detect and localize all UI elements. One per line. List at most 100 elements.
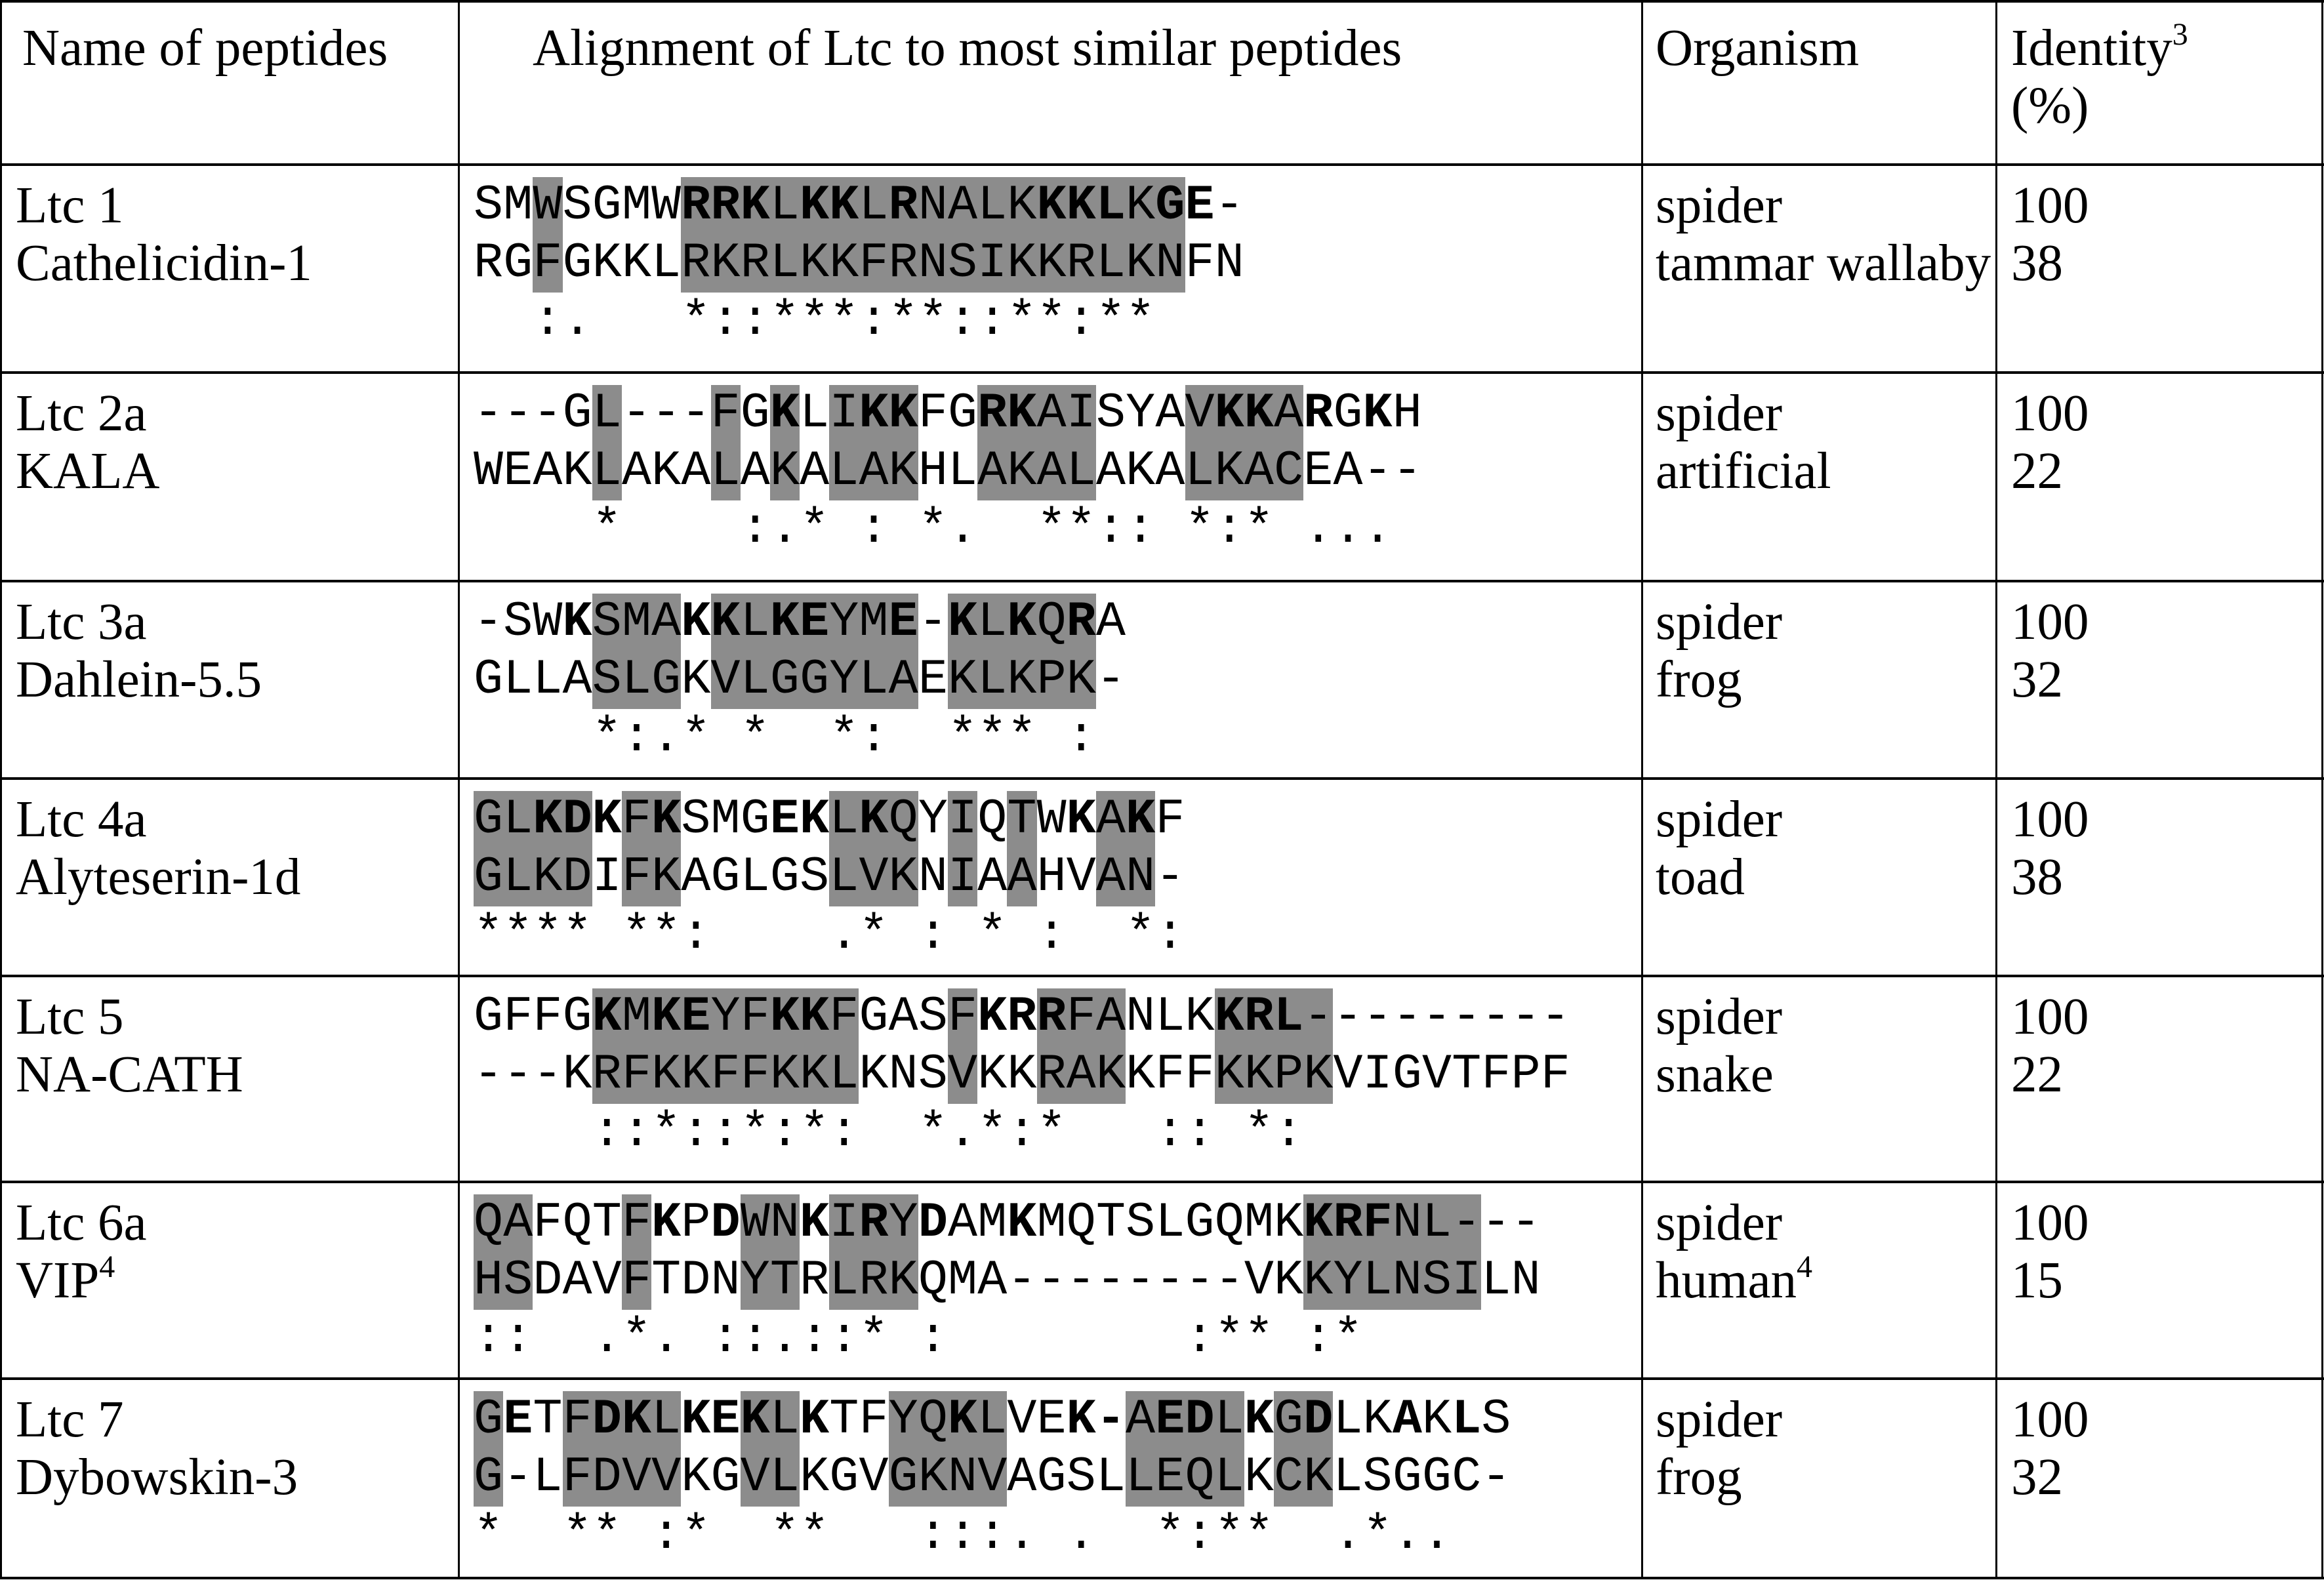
residue: * [681, 1507, 711, 1563]
organisms: spider human4 [1656, 1194, 1812, 1310]
residue: L [1095, 235, 1126, 293]
ltc-sequence: SMWSGMWRRKLKKLRNALKKKLKGE- [474, 177, 1244, 235]
residue: F [562, 1449, 592, 1507]
residue: : [1185, 1507, 1215, 1563]
similar-peptide-name: Cathelicidin-1 [16, 235, 312, 292]
residue: * [859, 907, 889, 963]
residue: - [918, 594, 948, 650]
residue: : [533, 293, 563, 349]
residue: K [918, 1449, 948, 1507]
residue: W [651, 178, 682, 233]
similar-sequence: ---KRFKKFFKKLKNSVKKRAKKFFKKPKVIGVTFPF [474, 1046, 1570, 1104]
residue: A [800, 443, 830, 499]
residue [977, 500, 1007, 558]
residue: K [621, 235, 651, 291]
residue: V [859, 1450, 889, 1505]
similar-peptide-name: KALA [16, 443, 160, 500]
residue: F [1155, 792, 1185, 847]
residue: K [1126, 443, 1156, 499]
residue: K [621, 1391, 652, 1449]
residue: L [1126, 1449, 1156, 1507]
residue: : [918, 1507, 948, 1563]
similar-identity: 32 [2011, 1449, 2063, 1506]
residue: L [829, 849, 859, 906]
residue: L [977, 651, 1008, 709]
residue: W [533, 177, 563, 235]
residue: E [681, 988, 711, 1046]
sequence-alignment: GFFGKMKEYFKKFGASFKRRFANLKKRL--------- ---… [474, 988, 1570, 1162]
residue: K [1303, 1252, 1334, 1310]
residue: K [1214, 385, 1244, 443]
header-organism: Organism [1656, 20, 1860, 77]
residue: R [681, 177, 711, 235]
ltc-identity: 100 [2011, 1391, 2089, 1448]
residue: - [503, 386, 533, 441]
residue: L [740, 594, 770, 651]
residue: K [948, 1391, 978, 1449]
residue: Q [918, 1391, 948, 1449]
residue: * [1244, 1507, 1274, 1563]
residue: N [1392, 1252, 1422, 1310]
residue: I [829, 385, 859, 443]
residue: - [533, 386, 563, 441]
row-divider [0, 1181, 2324, 1183]
residue: K [1126, 791, 1156, 849]
residue: R [1007, 989, 1037, 1045]
residue: R [710, 177, 741, 235]
residue: * [474, 1507, 504, 1563]
residue [503, 709, 533, 767]
row-divider [0, 1377, 2324, 1380]
residue: . [1422, 1507, 1452, 1563]
ltc-organism: spider [1656, 988, 1783, 1045]
residue: K [1066, 651, 1096, 709]
residue [1422, 1104, 1452, 1162]
residue: L [503, 791, 533, 849]
residue: T [1095, 1195, 1126, 1251]
residue: * [1007, 293, 1037, 349]
residue: K [1303, 1194, 1334, 1252]
similar-organism: tammar wallaby [1656, 235, 1991, 292]
residue: K [651, 443, 682, 499]
residue: M [977, 1195, 1008, 1251]
header-identity: Identity3 (%) [2011, 18, 2188, 135]
similar-organism: artificial [1656, 443, 1831, 500]
residue: : [800, 1310, 830, 1366]
residue: : [829, 1310, 859, 1366]
residue: H [1392, 386, 1422, 441]
residue: * [1155, 1507, 1185, 1563]
residue [651, 500, 681, 558]
residue: * [800, 293, 830, 349]
conservation-line: * ** :* ** :::. . *:** .*.. [474, 1507, 1511, 1564]
residue: F [740, 988, 770, 1046]
residue [770, 906, 800, 964]
residue [1215, 293, 1244, 350]
residue: P [681, 1195, 711, 1251]
residue: G [769, 849, 800, 905]
column-divider [1995, 0, 1997, 1579]
residue: * [1007, 710, 1037, 765]
residue: Q [1185, 1449, 1215, 1507]
residue: * [1126, 907, 1156, 963]
residue: L [1095, 177, 1126, 235]
ltc-name: Ltc 3a [16, 594, 147, 651]
residue: L [769, 177, 800, 235]
residue [829, 1507, 859, 1564]
similar-sequence: WEAKLAKALAKALAKHLAKALAKALKACEA-- [474, 443, 1452, 500]
residue: K [710, 594, 741, 651]
residue: : [740, 501, 770, 557]
residue [474, 709, 503, 767]
organisms: spider frog [1656, 1391, 1782, 1507]
residue: V [621, 1449, 652, 1507]
residue: Y [1333, 1252, 1363, 1310]
ltc-sequence: -SWKSMAKKLKEYME-KLKQRA [474, 594, 1126, 651]
residue: A [681, 849, 711, 905]
header-identity-unit: (%) [2011, 77, 2089, 134]
residue: L [1066, 443, 1096, 500]
residue [1067, 1310, 1096, 1368]
residue: : [918, 907, 948, 963]
footnote-marker: 4 [1797, 1249, 1813, 1284]
residue: * [1244, 501, 1274, 557]
residue: G [1392, 1450, 1422, 1505]
residue: L [740, 651, 770, 709]
residue: A [1095, 988, 1126, 1046]
